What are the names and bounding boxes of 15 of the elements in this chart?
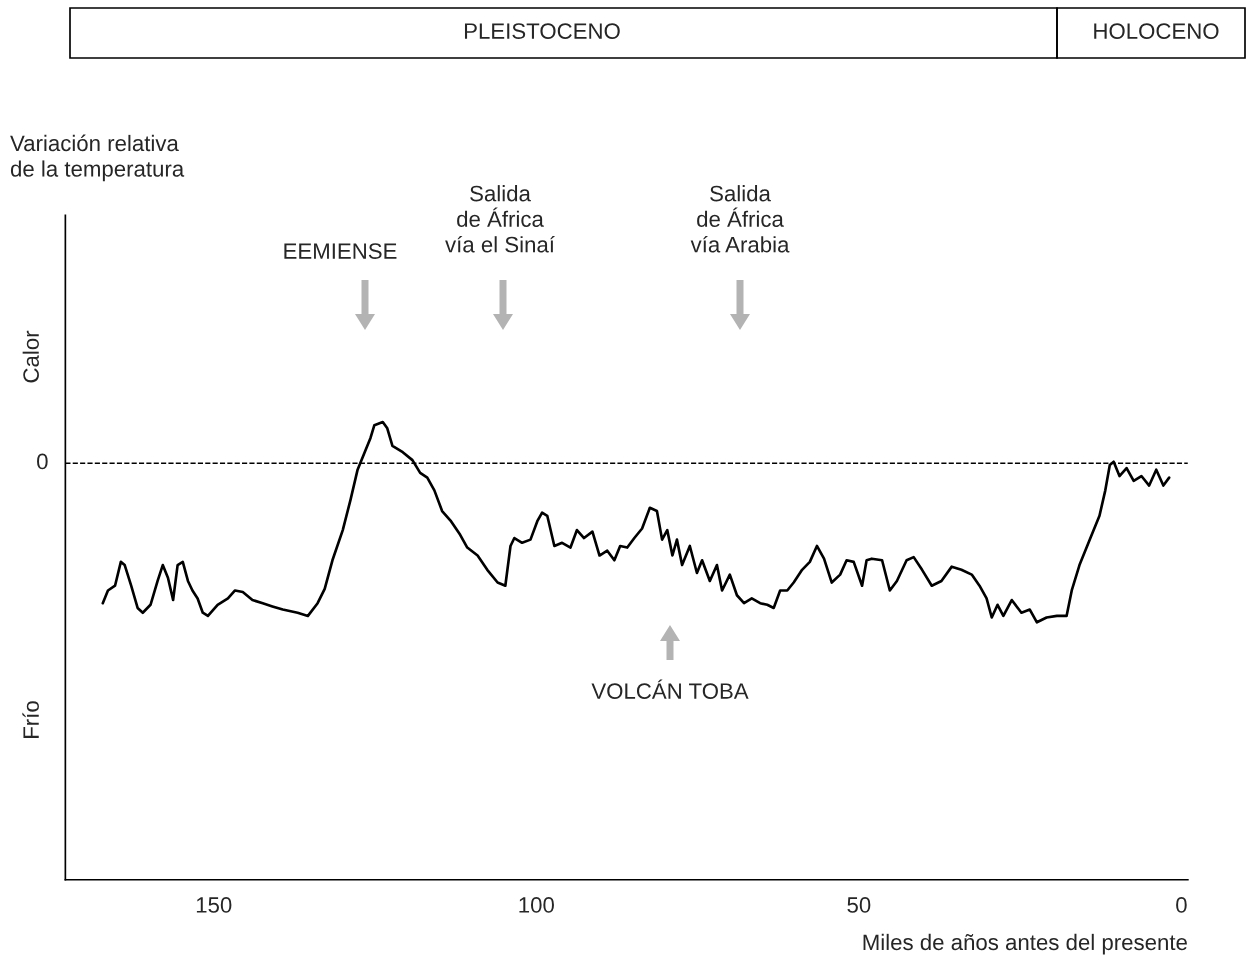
x-tick-label: 150: [196, 897, 232, 913]
text: Salida de África vía el Sinaí: [445, 185, 555, 253]
x-tick-label: 50: [847, 897, 871, 913]
x-tick-label: 0: [1176, 897, 1187, 913]
text: EEMIENSE: [284, 243, 397, 259]
text: Frío: [22, 701, 39, 738]
text: Salida de África vía Arabia: [690, 185, 790, 253]
x-axis-title: Miles de años antes del presente: [863, 933, 1187, 955]
text: HOLOCENO: [1094, 23, 1219, 39]
text: PLEISTOCENO: [464, 23, 620, 39]
x-tick-label: 100: [519, 897, 554, 913]
text: Variación relativa de la temperatura: [10, 134, 185, 182]
text: Calor: [22, 330, 39, 383]
ref-line-label: 0: [37, 453, 48, 470]
text: VOLCÁN TOBA: [591, 679, 749, 699]
